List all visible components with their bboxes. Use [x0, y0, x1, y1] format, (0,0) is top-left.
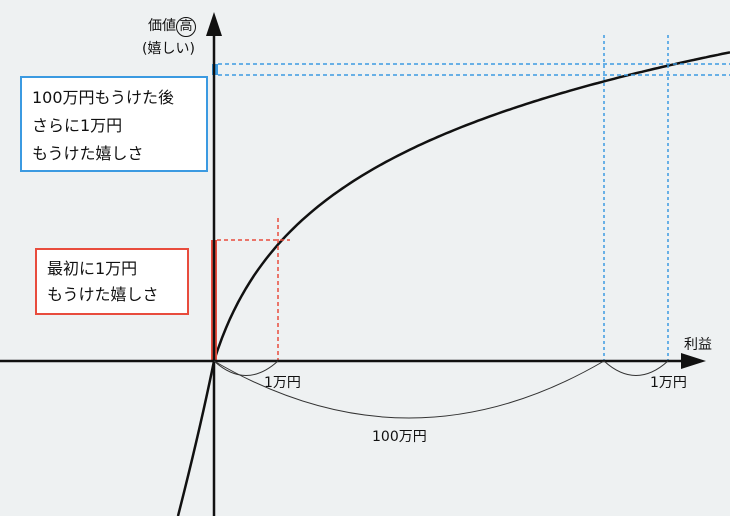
first-gain-box: 最初に1万円 もうけた嬉しさ — [35, 248, 189, 315]
y-axis-arrow — [206, 12, 222, 36]
after-gain-box: 100万円もうけた後 さらに1万円 もうけた嬉しさ — [20, 76, 208, 172]
span-label-first: 1万円 — [264, 375, 301, 391]
span-arc-total — [213, 360, 605, 419]
span-arc-after — [603, 360, 669, 376]
x-axis-label: 利益 — [684, 337, 712, 353]
after-gain-line: もうけた嬉しさ — [32, 144, 144, 163]
utility-curve — [176, 51, 730, 516]
span-label-after: 1万円 — [650, 375, 687, 391]
x-axis-arrow — [681, 353, 706, 369]
after-gain-line: 100万円もうけた後 — [32, 88, 175, 107]
y-axis-label: 価値高 — [148, 15, 196, 37]
first-gain-line: もうけた嬉しさ — [47, 285, 159, 304]
first-gain-line: 最初に1万円 — [47, 259, 138, 278]
span-arc-first — [213, 360, 279, 376]
after-gain-line: さらに1万円 — [32, 116, 123, 135]
span-label-total: 100万円 — [372, 429, 427, 445]
y-axis-label-text: 価値 — [148, 18, 176, 34]
y-axis-sublabel: (嬉しい) — [142, 41, 195, 57]
circled-high-icon: 高 — [176, 17, 196, 37]
